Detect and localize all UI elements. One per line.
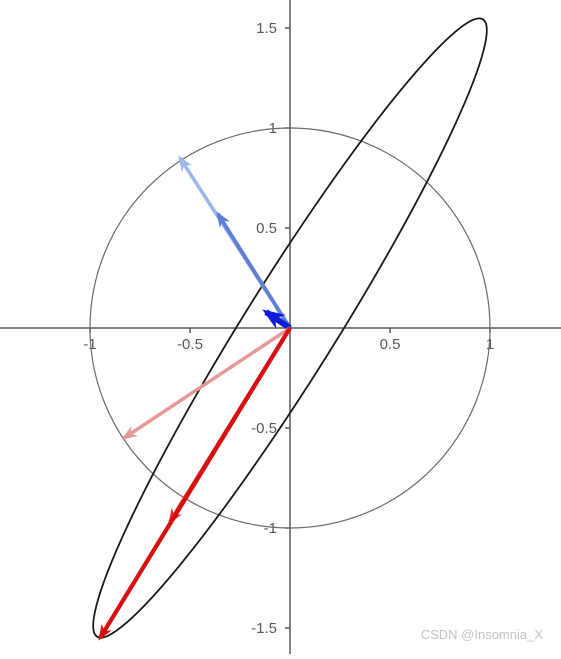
x-tick-label: -0.5	[177, 336, 203, 353]
y-tick-label: 0.5	[256, 220, 277, 237]
vector-mid_blue	[218, 214, 290, 328]
vector-dark_red	[100, 328, 290, 638]
y-tick-label: -1.5	[251, 620, 277, 637]
y-tick-label: -0.5	[251, 420, 277, 437]
chart-svg: -1-0.50.51-1.5-1-0.50.511.5	[0, 0, 561, 654]
vector-chart: -1-0.50.51-1.5-1-0.50.511.5	[0, 0, 561, 659]
x-tick-label: 0.5	[380, 336, 401, 353]
watermark-text: CSDN @Insomnia_X	[421, 627, 543, 642]
y-tick-label: 1.5	[256, 20, 277, 37]
y-tick-label: -1	[264, 520, 277, 537]
